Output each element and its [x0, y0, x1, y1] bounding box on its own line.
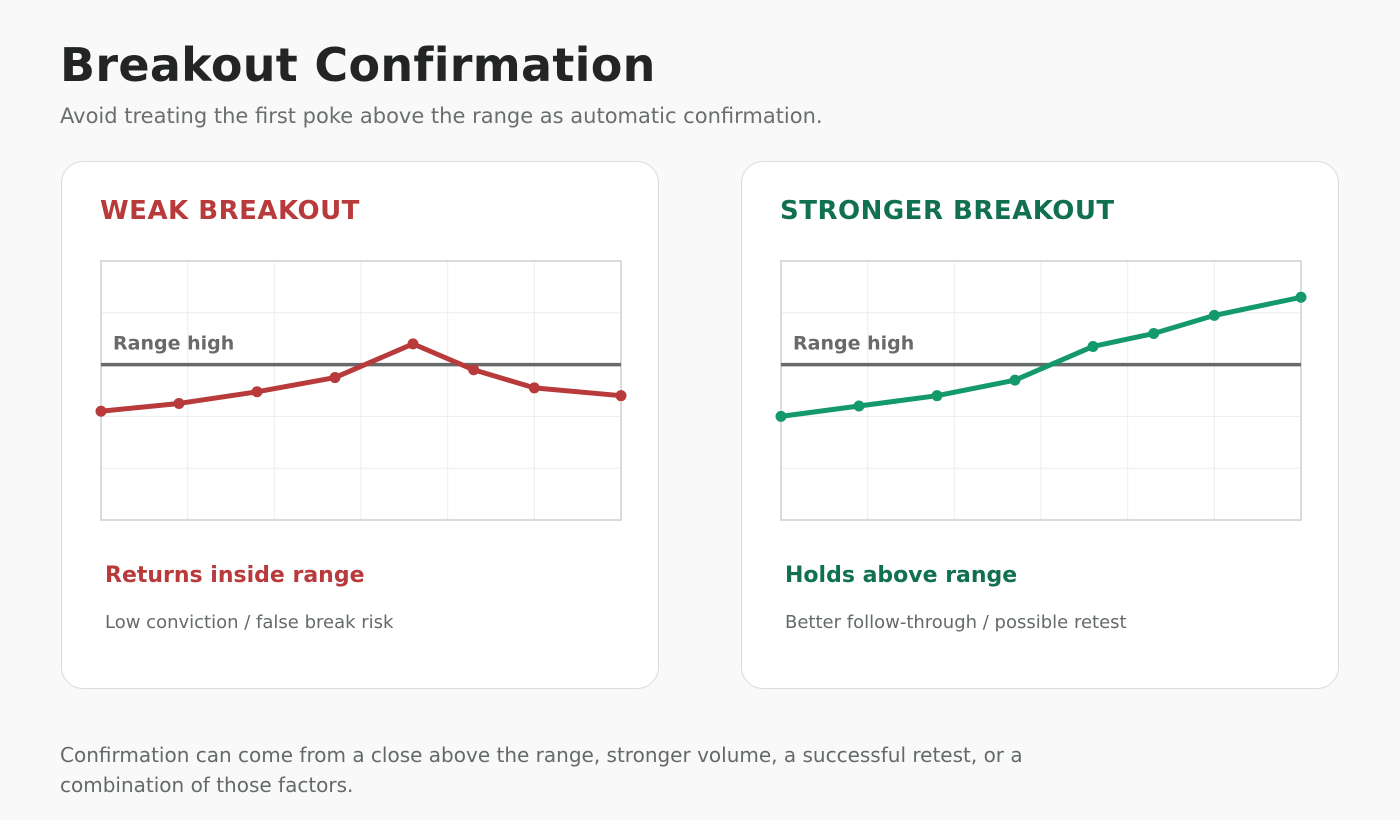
data-point	[1148, 328, 1160, 340]
data-point	[853, 400, 865, 412]
range-high-label: Range high	[113, 333, 234, 355]
card-title: WEAK BREAKOUT	[100, 196, 360, 226]
data-point	[251, 386, 263, 398]
series-line	[778, 294, 1304, 419]
page-subtitle: Avoid treating the first poke above the …	[60, 104, 823, 128]
data-point	[615, 390, 627, 402]
data-point	[173, 397, 185, 409]
page-title: Breakout Confirmation	[60, 38, 656, 92]
range-high-label: Range high	[793, 333, 914, 355]
data-point	[1208, 309, 1220, 321]
weak-breakout-card: WEAK BREAKOUT Range high Returns inside …	[61, 161, 659, 689]
data-point	[468, 364, 480, 376]
card-verdict: Holds above range	[785, 563, 1018, 588]
footer-note: Confirmation can come from a close above…	[60, 743, 1023, 797]
card-verdict-detail: Low conviction / false break risk	[105, 612, 394, 633]
card-verdict: Returns inside range	[105, 563, 365, 588]
data-point	[329, 372, 341, 384]
weak-breakout-chart: Range high	[95, 260, 627, 521]
data-point	[1295, 291, 1307, 303]
stronger-breakout-chart: Range high	[775, 260, 1307, 521]
data-point	[528, 382, 540, 394]
series-line	[98, 341, 624, 414]
card-verdict-detail: Better follow-through / possible retest	[785, 612, 1127, 633]
data-point	[775, 410, 787, 422]
data-point	[931, 390, 943, 402]
data-point	[1087, 340, 1099, 352]
data-point	[407, 338, 419, 350]
stronger-breakout-card: STRONGER BREAKOUT Range high Holds above…	[741, 161, 1339, 689]
plot-frame	[780, 260, 1302, 521]
card-title: STRONGER BREAKOUT	[780, 196, 1115, 226]
data-point	[1009, 374, 1021, 386]
data-point	[95, 405, 107, 417]
